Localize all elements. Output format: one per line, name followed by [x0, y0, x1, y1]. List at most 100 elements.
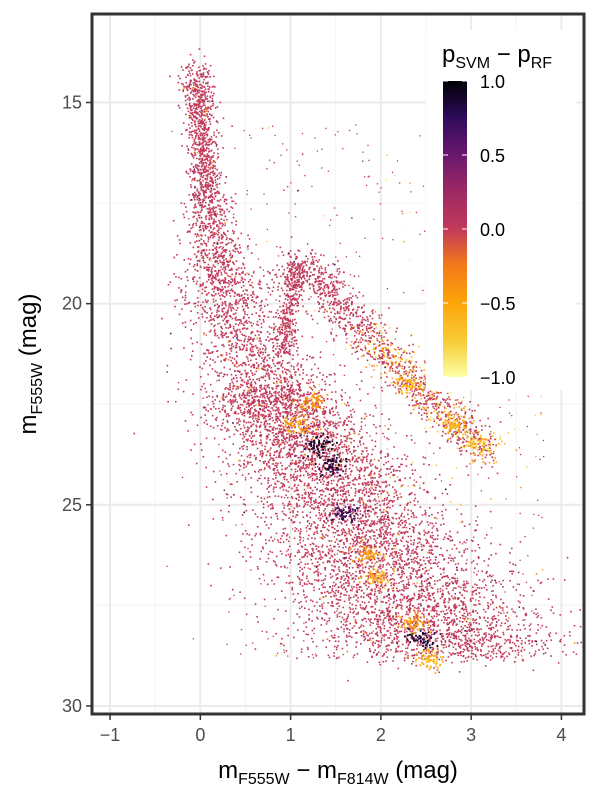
data-point	[367, 544, 370, 547]
data-point	[340, 434, 342, 437]
data-point	[348, 546, 351, 548]
data-point	[385, 540, 387, 543]
data-point	[243, 466, 245, 469]
data-point	[187, 149, 190, 151]
data-point	[409, 476, 411, 479]
data-point	[208, 229, 211, 232]
data-point	[232, 239, 234, 242]
data-point	[195, 256, 198, 259]
data-point	[471, 628, 474, 630]
data-point	[299, 521, 301, 524]
data-point	[267, 354, 269, 357]
data-point	[192, 116, 195, 118]
data-point	[215, 192, 218, 194]
data-point	[297, 466, 299, 468]
data-point	[244, 278, 246, 281]
data-point	[189, 83, 191, 85]
data-point	[199, 98, 201, 100]
data-point	[381, 413, 383, 415]
data-point	[203, 78, 205, 81]
data-point	[386, 496, 389, 499]
data-point	[436, 669, 439, 671]
data-point	[329, 410, 331, 413]
data-point	[200, 175, 202, 178]
data-point	[267, 406, 270, 408]
data-point	[206, 293, 208, 296]
data-point	[448, 632, 451, 635]
data-point	[373, 594, 376, 596]
data-point	[255, 323, 258, 326]
data-point	[295, 420, 297, 422]
data-point	[234, 335, 236, 337]
data-point	[436, 517, 438, 520]
data-point	[283, 484, 286, 486]
data-point	[418, 566, 421, 569]
data-point	[264, 539, 267, 541]
data-point	[208, 210, 211, 213]
data-point	[225, 238, 228, 241]
data-point	[358, 536, 360, 538]
data-point	[461, 520, 464, 523]
data-point	[432, 593, 434, 596]
data-point	[194, 203, 197, 206]
data-point	[206, 317, 208, 319]
data-point	[282, 428, 285, 430]
data-point	[342, 490, 345, 493]
data-point	[322, 586, 324, 589]
data-point	[222, 310, 224, 313]
data-point	[365, 562, 368, 565]
data-point	[324, 410, 327, 413]
data-point	[313, 422, 316, 425]
data-point	[203, 134, 206, 137]
data-point	[419, 487, 421, 489]
data-point	[316, 447, 318, 449]
data-point	[374, 649, 376, 651]
data-point	[472, 621, 475, 624]
data-point	[201, 306, 204, 309]
data-point	[272, 382, 275, 384]
data-point	[243, 257, 245, 259]
data-point	[185, 113, 187, 116]
data-point	[223, 270, 226, 272]
data-point	[343, 630, 345, 633]
data-point	[200, 204, 202, 207]
data-point	[196, 75, 199, 77]
data-point	[311, 409, 313, 412]
data-point	[214, 165, 216, 167]
data-point	[405, 640, 408, 643]
data-point	[218, 375, 221, 377]
data-point	[374, 498, 376, 500]
data-point	[315, 527, 318, 530]
data-point	[426, 605, 429, 607]
data-point	[216, 311, 218, 313]
data-point	[205, 121, 207, 124]
data-point	[268, 396, 270, 399]
data-point	[259, 558, 261, 560]
data-point	[261, 357, 263, 359]
data-point	[205, 147, 208, 150]
data-point	[330, 463, 333, 465]
data-point	[224, 267, 227, 269]
data-point	[242, 290, 245, 292]
data-point	[273, 327, 275, 329]
data-point	[200, 96, 203, 98]
data-point	[268, 378, 271, 380]
data-point	[306, 393, 309, 396]
data-point	[264, 399, 267, 402]
data-point	[211, 213, 213, 216]
data-point	[393, 584, 395, 587]
data-point	[237, 387, 239, 390]
data-point	[373, 544, 376, 546]
data-point	[262, 347, 264, 350]
data-point	[375, 500, 377, 502]
data-point	[255, 414, 257, 417]
data-point	[205, 169, 208, 172]
data-point	[214, 195, 217, 197]
data-point	[475, 610, 477, 612]
data-point	[200, 376, 202, 378]
data-point	[393, 551, 396, 553]
data-point	[387, 649, 390, 652]
data-point	[271, 371, 274, 374]
data-point	[328, 409, 331, 411]
data-point	[376, 554, 379, 556]
